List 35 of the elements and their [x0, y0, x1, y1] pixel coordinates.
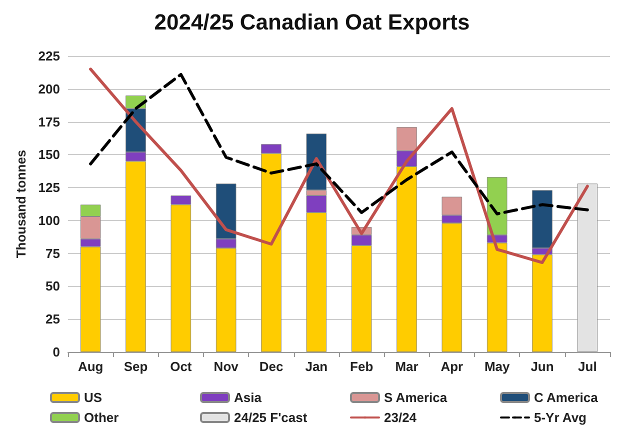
- x-tick-label: Jan: [305, 359, 328, 374]
- legend-label: S America: [384, 390, 448, 405]
- x-tick-label: Aug: [78, 359, 104, 374]
- x-tick-label: May: [484, 359, 510, 374]
- legend-label: US: [84, 390, 102, 405]
- y-tick-label: 0: [52, 344, 60, 360]
- y-tick-label: 200: [38, 81, 60, 96]
- y-tick-label: 75: [46, 246, 60, 261]
- y-axis-title: Thousand tonnes: [13, 150, 28, 258]
- line-series: [89, 72, 589, 216]
- y-tick-label: 50: [46, 278, 60, 294]
- x-tick-label: Dec: [259, 359, 284, 374]
- y-tick-label: 225: [38, 48, 60, 64]
- legend-label: 24/25 F'cast: [234, 410, 308, 425]
- y-tick-label: 125: [38, 180, 60, 196]
- legend-label: 5-Yr Avg: [534, 410, 587, 425]
- y-tick-label: 100: [38, 212, 60, 228]
- y-tick-label: 150: [38, 147, 60, 162]
- bar: [577, 184, 598, 352]
- y-tick-label: 175: [38, 114, 60, 130]
- x-tick-label: Feb: [350, 359, 374, 374]
- x-tick-label: Apr: [440, 359, 464, 374]
- x-tick-label: Mar: [395, 359, 418, 374]
- legend-label: 23/24: [384, 410, 418, 425]
- legend-label: Other: [84, 410, 119, 425]
- legend-label: Asia: [234, 390, 262, 405]
- x-tick-label: Jun: [530, 359, 554, 374]
- y-tick-label: 25: [46, 312, 60, 327]
- x-tick-label: Oct: [170, 359, 192, 374]
- chart-title: 2024/25 Canadian Oat Exports: [154, 10, 470, 34]
- line-series: [89, 68, 589, 264]
- x-tick-label: Sep: [124, 359, 148, 374]
- x-tick-label: Nov: [214, 359, 240, 374]
- x-tick-label: Jul: [578, 359, 597, 374]
- legend-label: C America: [534, 390, 599, 405]
